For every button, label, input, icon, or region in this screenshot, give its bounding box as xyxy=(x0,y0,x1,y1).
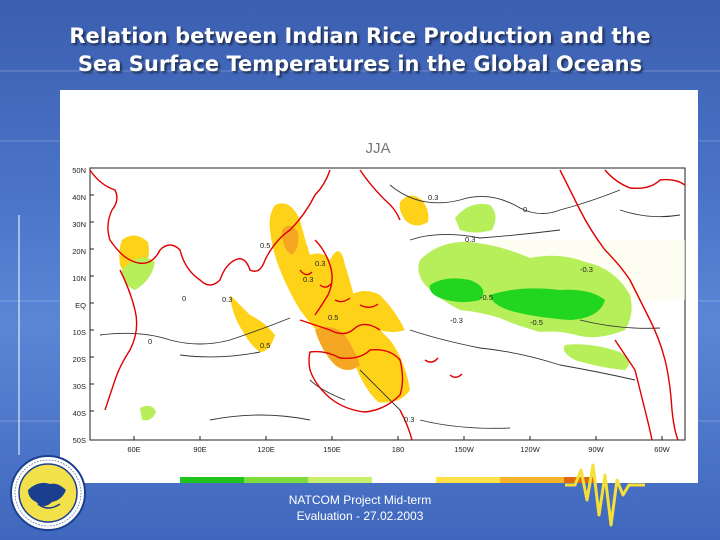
lat-label: 20S xyxy=(73,355,86,364)
lon-label: 180 xyxy=(392,445,405,454)
lat-label: 20N xyxy=(72,247,86,256)
lon-label: 60E xyxy=(127,445,140,454)
negative-region-arabian-sea xyxy=(122,257,155,290)
waveform-decoration xyxy=(565,463,645,527)
lon-label: 150W xyxy=(454,445,475,454)
contour-label: 0 xyxy=(148,337,152,346)
lon-label: 120W xyxy=(520,445,541,454)
coastlines xyxy=(89,169,686,441)
longitude-axis: 60E 90E 120E 150E 180 150W 120W 90W 60W xyxy=(127,445,670,454)
lat-label: EQ xyxy=(75,301,86,310)
contour-label: -0.3 xyxy=(580,265,593,274)
title-line-2: Sea Surface Temperatures in the Global O… xyxy=(77,52,643,76)
positive-region-south-pacific xyxy=(345,291,405,333)
lon-label: 120E xyxy=(257,445,275,454)
lat-label: 40S xyxy=(73,409,86,418)
institution-logo xyxy=(10,455,86,531)
lat-label: 40N xyxy=(72,193,86,202)
positive-region-west-pacific xyxy=(269,203,410,403)
contour-label: 0 xyxy=(523,205,527,214)
decorative-line xyxy=(18,215,20,455)
strong-positive-region xyxy=(315,326,360,370)
colorbar-swatch xyxy=(244,477,308,483)
title-line-1: Relation between Indian Rice Production … xyxy=(69,24,651,48)
positive-region-indian-ocean xyxy=(230,295,275,352)
contour-label: -0.3 xyxy=(450,316,463,325)
contour-label: 0.5 xyxy=(260,241,270,250)
contour-label: 0.3 xyxy=(222,295,232,304)
colorbar-swatch xyxy=(308,477,372,483)
color-scale-bar xyxy=(180,477,594,483)
colorbar-swatch xyxy=(372,477,436,483)
contour-label: 0.3 xyxy=(303,275,313,284)
positive-region-north-pacific xyxy=(399,195,429,226)
colorbar-swatch xyxy=(180,477,244,483)
contour-label: 0 xyxy=(182,294,186,303)
contour-label: 0.3 xyxy=(315,259,325,268)
lat-label: 50N xyxy=(72,166,86,175)
lon-label: 90W xyxy=(588,445,604,454)
contour-label: 0.3 xyxy=(404,415,414,424)
contour-label: 0.3 xyxy=(428,193,438,202)
colorbar-swatch xyxy=(436,477,500,483)
lat-label: 10S xyxy=(73,328,86,337)
contour-lines xyxy=(99,184,681,429)
lon-label: 150E xyxy=(323,445,341,454)
contour-label: -0.5 xyxy=(530,318,543,327)
negative-region-east-pacific xyxy=(563,344,629,370)
lat-label: 30N xyxy=(72,220,86,229)
strong-negative-region-2 xyxy=(490,288,605,320)
colorbar-swatch xyxy=(564,477,594,483)
season-label: JJA xyxy=(365,140,390,157)
colorbar-swatch xyxy=(500,477,564,483)
footer-caption: NATCOM Project Mid-term Evaluation - 27.… xyxy=(260,492,460,524)
latitude-axis: 50N 40N 30N 20N 10N EQ 10S 20S 30S 40S 5… xyxy=(72,166,86,445)
lon-label: 60W xyxy=(654,445,670,454)
negative-region-north xyxy=(455,203,496,233)
sst-correlation-map: JJA xyxy=(60,90,698,483)
contour-label: 0.5 xyxy=(260,341,270,350)
strong-negative-region xyxy=(429,278,484,303)
lon-label: 90E xyxy=(193,445,206,454)
negative-region-south xyxy=(140,405,156,421)
contour-label: -0.5 xyxy=(480,293,493,302)
lat-label: 10N xyxy=(72,274,86,283)
contour-label: 0.5 xyxy=(328,313,338,322)
contour-label: 0.3 xyxy=(465,235,475,244)
lat-label: 30S xyxy=(73,382,86,391)
footer-line-1: NATCOM Project Mid-term xyxy=(288,493,432,507)
slide-title: Relation between Indian Rice Production … xyxy=(40,22,680,78)
lat-label: 50S xyxy=(73,436,86,445)
footer-line-2: Evaluation - 27.02.2003 xyxy=(296,509,424,523)
